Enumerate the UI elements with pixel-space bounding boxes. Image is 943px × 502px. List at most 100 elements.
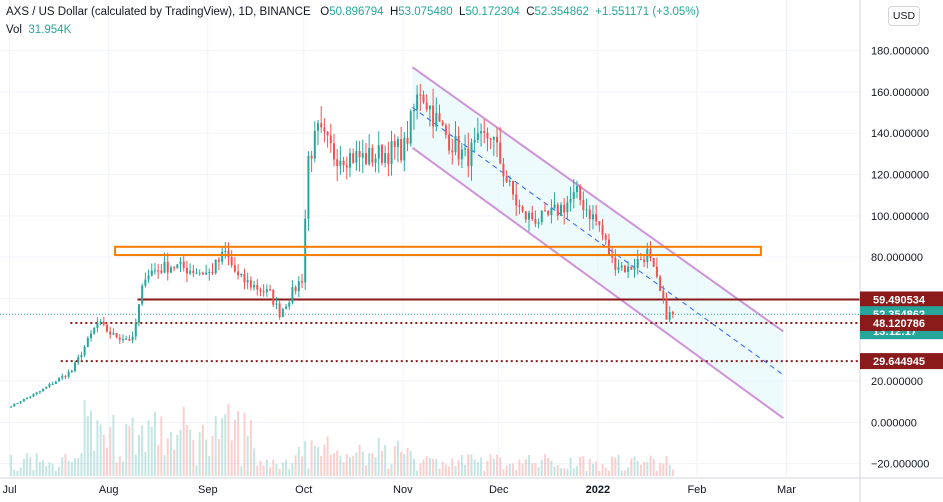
volume-bar [189, 429, 192, 476]
candle-body [90, 333, 93, 338]
y-tick-label: 160.000000 [871, 87, 929, 99]
candle-body [550, 208, 553, 216]
volume-bar [310, 440, 313, 476]
volume-bar [205, 439, 208, 476]
candle-body [416, 94, 419, 110]
volume-bar [313, 445, 316, 476]
candle-body [521, 206, 524, 212]
channel-lower-line [411, 146, 784, 419]
candle-body [121, 339, 124, 341]
volume-bar [390, 463, 393, 476]
candle-body [348, 153, 351, 168]
volume-bar [64, 453, 67, 476]
candle-body [115, 332, 118, 338]
candle-body [505, 176, 508, 182]
volume-bar [326, 436, 329, 476]
volume-bar [320, 455, 323, 476]
candle-body [230, 257, 233, 266]
volume-bar [217, 438, 220, 476]
volume-bar [639, 464, 642, 476]
volume-bar [134, 454, 137, 476]
candle-body [438, 113, 441, 122]
volume-bar [86, 416, 89, 476]
volume-bar [141, 425, 144, 476]
volume-bar [243, 412, 246, 476]
candle-body [198, 272, 201, 274]
candle-body [480, 131, 483, 134]
candle-body [409, 111, 412, 144]
volume-bar [451, 458, 454, 476]
volume-bar [515, 470, 518, 476]
volume-bar [125, 423, 128, 476]
candle-body [256, 284, 259, 290]
candle-body [441, 121, 444, 126]
price-labels: 59.49053452.35486213:12:1748.12078629.64… [860, 291, 943, 370]
candle-body [128, 338, 131, 341]
candle-body [617, 267, 620, 270]
candle-body [355, 151, 358, 163]
volume-bar [563, 468, 566, 476]
volume-bar [432, 458, 435, 476]
candle-body [45, 386, 48, 389]
candle-body [288, 302, 291, 307]
candle-body [579, 186, 582, 200]
candle-body [99, 322, 102, 324]
candle-body [339, 160, 342, 167]
volume-bar [83, 400, 86, 476]
candle-body [665, 299, 668, 320]
volume-bar [19, 467, 22, 476]
x-tick-label: Oct [295, 484, 312, 496]
candle-body [537, 222, 540, 224]
volume-bar [361, 451, 364, 476]
candle-body [332, 143, 335, 160]
candle-body [313, 130, 316, 159]
candle-body [195, 272, 198, 274]
volume-bar [166, 438, 169, 476]
volume-bar [22, 458, 25, 476]
candle-body [566, 202, 569, 213]
volume-bar [160, 416, 163, 476]
candle-body [643, 259, 646, 263]
volume-bar [233, 419, 236, 476]
x-tick-label: Dec [489, 484, 509, 496]
candle-body [515, 194, 518, 206]
volume-bar [275, 463, 278, 476]
price-label-box [860, 353, 943, 370]
volume-bar [425, 456, 428, 476]
candle-body [428, 105, 431, 110]
candle-body [412, 109, 415, 112]
candle-body [496, 136, 499, 143]
candle-body [435, 113, 438, 127]
volume-bar [595, 461, 598, 476]
candle-body [189, 270, 192, 274]
volume-bar [214, 415, 217, 476]
candle-body [572, 192, 575, 199]
candle-body [19, 401, 22, 403]
volume-bar [671, 469, 674, 476]
volume-bar [128, 425, 131, 476]
price-label-text: 48.120786 [873, 318, 925, 330]
candle-body [214, 259, 217, 274]
volume-bar [272, 459, 275, 476]
volume-bar [294, 455, 297, 476]
candle-body [48, 384, 51, 387]
horizontal-levels[interactable] [0, 298, 860, 363]
descending-channel[interactable] [411, 66, 784, 419]
volume-bar [358, 444, 361, 476]
volume-bar [182, 406, 185, 476]
candle-body [531, 212, 534, 220]
volume-bar [90, 410, 93, 476]
currency-button[interactable]: USD [888, 6, 920, 26]
candle-body [67, 371, 70, 377]
candle-body [118, 337, 121, 340]
volume-bar [364, 465, 367, 476]
candle-body [240, 273, 243, 276]
resistance-zone-box [114, 245, 762, 257]
resistance-zone[interactable] [114, 245, 762, 257]
candle-body [70, 370, 73, 372]
volume-bar [221, 417, 224, 476]
volume-bar [403, 454, 406, 476]
volume-bar [106, 447, 108, 476]
y-tick-label: 0.000000 [871, 417, 917, 429]
